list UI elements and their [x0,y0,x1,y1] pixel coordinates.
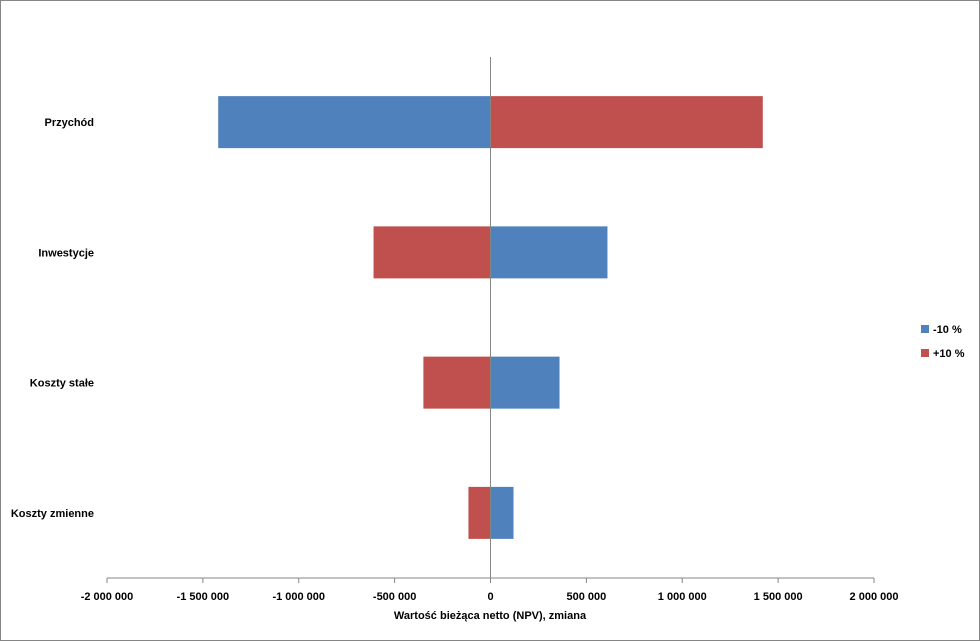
x-axis-title: Wartość bieżąca netto (NPV), zmiana [394,610,587,622]
x-tick-label: -1 500 000 [177,591,230,603]
bar-minus10-0 [218,96,491,149]
x-tick-label: 2 000 000 [850,591,899,603]
x-tick-label: -2 000 000 [81,591,134,603]
x-tick-label: -500 000 [373,591,416,603]
x-tick-label: -1 000 000 [272,591,325,603]
bar-minus10-1 [490,226,608,279]
x-tick-label: 0 [487,591,493,603]
bars-layer [218,96,763,539]
legend-label-minus10: -10 % [933,324,962,336]
category-label: Inwestycje [38,247,94,259]
labels-layer: Przychód Inwestycje Koszty stałe Koszty zmi… [11,117,94,520]
bar-plus10-1 [373,226,491,279]
legend-swatch-minus10 [921,325,929,333]
bar-plus10-3 [468,486,491,539]
legend: -10 % +10 % [921,324,965,360]
bar-minus10-3 [490,486,514,539]
bar-plus10-0 [490,96,763,149]
x-tick-label: 1 500 000 [754,591,803,603]
category-label: Koszty zmienne [11,508,94,520]
category-label: Przychód [44,117,94,129]
category-label: Koszty stałe [30,378,94,390]
x-tick-label: 500 000 [566,591,606,603]
x-tick-label: 1 000 000 [658,591,707,603]
bar-plus10-2 [423,356,491,409]
bar-minus10-2 [490,356,560,409]
legend-swatch-plus10 [921,349,929,357]
legend-label-plus10: +10 % [933,348,965,360]
axis-layer: -2 000 000 -1 500 000 -1 000 000 -500 000 0 5… [81,57,899,603]
